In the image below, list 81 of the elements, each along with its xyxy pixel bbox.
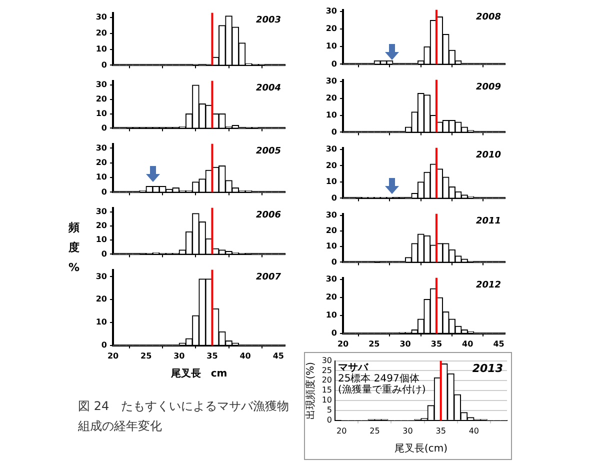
y-tick-label: 20 xyxy=(96,158,108,167)
annotation: 2013 xyxy=(472,362,504,376)
y-tick-label: 20 xyxy=(96,28,108,38)
annotation: 2010 xyxy=(476,150,501,161)
y-tick-label: 30 xyxy=(326,274,338,284)
y-tick-label: 30 xyxy=(326,6,338,16)
annotation: (漁獲量で重み付け) xyxy=(338,383,426,396)
x-tick-label: 45 xyxy=(493,339,505,348)
y-tick-label: 20 xyxy=(322,376,332,385)
x-tick-label: 25 xyxy=(370,426,380,436)
y-tick-label: 10 xyxy=(96,318,108,327)
y-tick-label: 10 xyxy=(326,110,338,120)
annotation: 2007 xyxy=(256,272,282,283)
x-tick-label: 35 xyxy=(430,339,442,348)
y-tick-label: 30 xyxy=(96,12,108,22)
y-tick-label: 20 xyxy=(96,94,108,104)
annotation: 2008 xyxy=(476,12,501,23)
y-tick-label: 10 xyxy=(96,172,108,182)
x-tick-label: 40 xyxy=(468,426,480,436)
x-tick-label: 40 xyxy=(240,351,252,360)
x-tick-label: 30 xyxy=(400,339,412,348)
y-tick-label: 10 xyxy=(96,108,108,118)
y-tick-label: 10 xyxy=(326,177,338,186)
y-axis-title: 頻度% xyxy=(67,220,81,276)
x-tick-label: 20 xyxy=(107,351,119,360)
x-tick-label: 20 xyxy=(337,339,349,348)
y-tick-label: 30 xyxy=(326,76,338,86)
y-tick-label: 0 xyxy=(101,123,108,132)
x-tick-label: 35 xyxy=(436,426,446,436)
y-tick-label: 30 xyxy=(96,80,108,90)
x-tick-label: 30 xyxy=(402,426,413,436)
y-tick-label: 30 xyxy=(96,207,108,216)
y-tick-label: 20 xyxy=(96,221,108,230)
annotation: 25標本 2497個体 xyxy=(338,372,420,384)
annotation: 2003 xyxy=(256,16,281,26)
caption: 図 24 たもすくいによるマサバ漁獲物組成の経年変化 xyxy=(78,398,290,435)
y-tick-label: 20 xyxy=(326,226,338,236)
y-tick-label: 0 xyxy=(331,193,338,202)
y-tick-label: 10 xyxy=(322,396,332,405)
y-axis-title: 出現頻度(%) xyxy=(304,362,317,420)
y-tick-label: 0 xyxy=(331,59,338,68)
y-tick-label: 10 xyxy=(326,242,338,251)
y-tick-label: 0 xyxy=(331,127,338,136)
y-tick-label: 30 xyxy=(96,272,108,281)
x-axis-title: 尾叉長 cm xyxy=(170,368,228,380)
y-tick-label: 0 xyxy=(101,249,108,258)
x-tick-label: 45 xyxy=(272,351,284,360)
x-tick-label: 35 xyxy=(206,351,218,360)
annotation: 2011 xyxy=(476,216,501,227)
annotation: 2005 xyxy=(256,146,281,157)
annotation: 2004 xyxy=(256,84,281,94)
x-axis-title: 尾叉長(cm) xyxy=(394,444,448,455)
y-tick-label: 20 xyxy=(96,294,108,304)
y-tick-label: 0 xyxy=(101,340,108,350)
y-tick-label: 0 xyxy=(101,60,108,70)
y-tick-label: 10 xyxy=(326,42,338,51)
x-tick-label: 25 xyxy=(140,351,152,360)
y-tick-label: 10 xyxy=(96,44,108,54)
annotation: 2012 xyxy=(476,280,501,291)
y-tick-label: 20 xyxy=(326,24,338,34)
annotation: マサバ xyxy=(338,362,369,374)
y-tick-label: 30 xyxy=(326,210,338,220)
y-tick-label: 0 xyxy=(326,415,332,424)
y-tick-label: 20 xyxy=(326,160,338,170)
x-tick-label: 40 xyxy=(462,339,474,348)
y-tick-label: 0 xyxy=(331,328,338,338)
y-tick-label: 0 xyxy=(331,257,338,266)
y-tick-label: 0 xyxy=(101,187,108,196)
x-tick-label: 25 xyxy=(368,339,380,348)
y-tick-label: 25 xyxy=(322,366,332,375)
y-tick-label: 30 xyxy=(326,144,338,154)
x-tick-label: 30 xyxy=(174,351,186,360)
y-tick-label: 5 xyxy=(326,406,332,415)
y-tick-label: 10 xyxy=(96,235,108,244)
annotation: 2009 xyxy=(476,82,501,93)
y-tick-label: 30 xyxy=(96,143,108,152)
y-tick-label: 10 xyxy=(326,310,338,320)
annotation: 2006 xyxy=(256,210,281,221)
y-tick-label: 20 xyxy=(326,292,338,302)
y-tick-label: 20 xyxy=(326,93,338,102)
y-tick-label: 15 xyxy=(322,386,332,395)
